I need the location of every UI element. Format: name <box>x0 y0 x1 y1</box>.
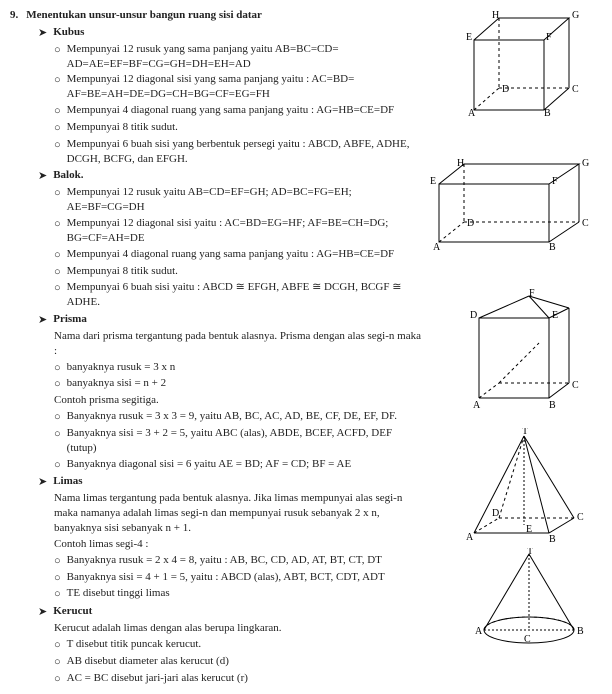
svg-text:F: F <box>529 288 535 299</box>
bullet-icon: ○ <box>54 104 61 119</box>
svg-text:F: F <box>546 32 552 43</box>
section-title: Balok. <box>53 168 83 183</box>
svg-text:T: T <box>522 428 528 437</box>
svg-text:C: C <box>572 380 579 391</box>
bullet-icon: ○ <box>54 248 61 263</box>
svg-text:B: B <box>549 242 556 253</box>
svg-text:D: D <box>467 218 474 229</box>
bullet-icon: ○ <box>54 138 61 167</box>
section-title: Kerucut <box>53 604 92 619</box>
svg-text:C: C <box>572 84 579 95</box>
page: 9. Menentukan unsur-unsur bangun ruang s… <box>10 8 602 686</box>
list-item: AC = BC disebut jari-jari alas kerucut (… <box>67 671 602 687</box>
svg-text:C: C <box>582 218 589 229</box>
svg-text:E: E <box>466 32 472 43</box>
heading-number: 9. <box>10 8 18 23</box>
svg-text:B: B <box>544 108 551 118</box>
bullet-icon: ○ <box>54 265 61 280</box>
bullet-icon: ○ <box>54 377 61 392</box>
heading-title: Menentukan unsur-unsur bangun ruang sisi… <box>26 8 262 23</box>
list-item: Mempunyai 8 titik sudut. <box>67 264 602 280</box>
svg-text:B: B <box>577 626 584 637</box>
list-item: Mempunyai 8 titik sudut. <box>67 120 602 136</box>
svg-text:C: C <box>577 512 584 523</box>
svg-text:A: A <box>466 532 474 543</box>
svg-text:H: H <box>492 10 499 21</box>
bullet-icon: ○ <box>54 571 61 586</box>
bullet-icon: ○ <box>54 655 61 670</box>
svg-text:G: G <box>572 10 579 21</box>
bullet-icon: ○ <box>54 587 61 602</box>
svg-text:A: A <box>473 400 481 411</box>
svg-text:B: B <box>549 400 556 411</box>
section-title: Limas <box>53 474 82 489</box>
section-title: Kubus <box>53 25 84 40</box>
svg-text:H: H <box>457 158 464 169</box>
bullet-icon: ○ <box>54 43 61 72</box>
figure-pyramid: T A B C D E <box>454 428 594 548</box>
svg-text:A: A <box>433 242 441 253</box>
figure-cuboid: A B C D E F G H <box>424 156 594 256</box>
triangle-icon: ➤ <box>38 605 47 620</box>
bullet-icon: ○ <box>54 672 61 687</box>
figure-cube: A B C D E F G H <box>454 8 594 118</box>
triangle-icon: ➤ <box>38 475 47 490</box>
triangle-icon: ➤ <box>38 313 47 328</box>
bullet-icon: ○ <box>54 554 61 569</box>
section-title: Prisma <box>53 312 87 327</box>
bullet-icon: ○ <box>54 458 61 473</box>
bullet-icon: ○ <box>54 638 61 653</box>
figure-cone: T A B C <box>464 548 594 648</box>
svg-text:D: D <box>502 84 509 95</box>
svg-text:D: D <box>492 508 499 519</box>
bullet-icon: ○ <box>54 217 61 246</box>
list-item: AB disebut diameter alas kerucut (d) <box>67 654 602 670</box>
bullet-icon: ○ <box>54 361 61 376</box>
bullet-icon: ○ <box>54 73 61 102</box>
svg-text:B: B <box>549 534 556 545</box>
bullet-icon: ○ <box>54 427 61 456</box>
bullet-icon: ○ <box>54 121 61 136</box>
svg-text:T: T <box>527 548 533 557</box>
svg-text:E: E <box>526 524 532 535</box>
svg-text:E: E <box>430 176 436 187</box>
svg-text:A: A <box>468 108 476 118</box>
bullet-icon: ○ <box>54 281 61 310</box>
svg-text:C: C <box>524 634 531 645</box>
triangle-icon: ➤ <box>38 26 47 41</box>
svg-text:A: A <box>475 626 483 637</box>
figure-prism: A B C D E F <box>454 288 594 418</box>
triangle-icon: ➤ <box>38 169 47 184</box>
svg-text:G: G <box>582 158 589 169</box>
svg-text:F: F <box>552 176 558 187</box>
svg-text:E: E <box>552 310 558 321</box>
svg-text:D: D <box>470 310 477 321</box>
bullet-icon: ○ <box>54 410 61 425</box>
bullet-icon: ○ <box>54 186 61 215</box>
